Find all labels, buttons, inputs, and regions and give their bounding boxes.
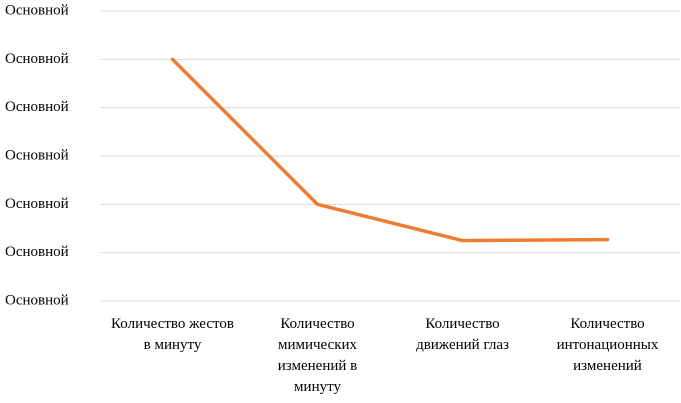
line — [170, 57, 610, 243]
y-tick-label: Основной — [5, 2, 69, 18]
y-tick-label: Основной — [5, 244, 69, 260]
y-tick-label: Основной — [5, 292, 69, 308]
y-tick-label: Основной — [5, 99, 69, 115]
x-tick-label: Количество жестов в минуту — [111, 316, 234, 353]
x-tick-label: Количество мимических изменений в минуту — [277, 316, 358, 395]
y-tick-label: Основной — [5, 147, 69, 163]
y-tick-label: Основной — [5, 51, 69, 67]
y-tick-label: Основной — [5, 196, 69, 212]
x-tick-label: Количество движений глаз — [416, 316, 509, 353]
x-tick-label: Количество интонационных изменений — [556, 316, 659, 374]
